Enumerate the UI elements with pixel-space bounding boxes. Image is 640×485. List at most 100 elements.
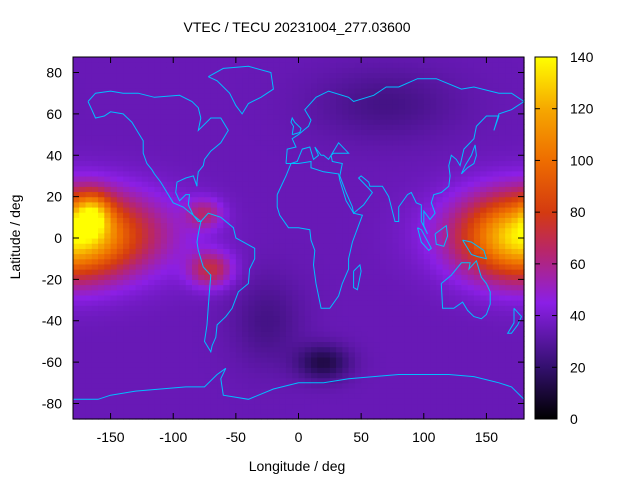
heatmap-cell [467, 315, 475, 322]
heatmap-cell [492, 274, 500, 280]
heatmap-cell [455, 144, 462, 151]
heatmap-cell [217, 398, 224, 405]
heatmap-cell [135, 165, 143, 172]
heatmap-cell [223, 331, 231, 337]
heatmap-cell [329, 253, 337, 260]
heatmap-cell [348, 320, 356, 327]
heatmap-cell [104, 82, 112, 89]
heatmap-cell [361, 232, 368, 239]
heatmap-cell [173, 227, 181, 234]
heatmap-cell [373, 269, 381, 275]
heatmap-cell [417, 305, 425, 311]
heatmap-cell [467, 362, 475, 368]
heatmap-cell [292, 77, 300, 84]
heatmap-cell [141, 258, 149, 265]
heatmap-cell [329, 134, 337, 141]
heatmap-cell [242, 372, 249, 379]
heatmap-cell [505, 88, 513, 94]
heatmap-cell [411, 269, 419, 275]
heatmap-cell [129, 243, 137, 249]
heatmap-cell [154, 377, 162, 384]
heatmap-cell [173, 325, 181, 332]
heatmap-cell [386, 279, 394, 286]
heatmap-cell [135, 336, 143, 343]
heatmap-cell [480, 362, 488, 368]
heatmap-cell [505, 77, 513, 84]
heatmap-cell [398, 243, 406, 249]
heatmap-cell [486, 212, 494, 218]
heatmap-cell [292, 144, 300, 151]
heatmap-cell [154, 222, 162, 229]
heatmap-cell [342, 336, 350, 343]
heatmap-cell [279, 212, 287, 218]
heatmap-cell [480, 165, 488, 172]
heatmap-cell [273, 222, 281, 229]
heatmap-cell [473, 331, 481, 337]
heatmap-cell [248, 170, 256, 177]
heatmap-cell [517, 356, 525, 363]
heatmap-cell [129, 150, 137, 156]
heatmap-cell [367, 279, 375, 286]
heatmap-cell [329, 217, 337, 224]
heatmap-cell [392, 232, 400, 239]
heatmap-cell [336, 398, 343, 405]
heatmap-cell [98, 108, 105, 115]
heatmap-cell [254, 279, 262, 286]
heatmap-cell [354, 367, 362, 374]
heatmap-cell [505, 367, 513, 374]
heatmap-cell [260, 222, 268, 229]
heatmap-cell [304, 398, 312, 405]
heatmap-cell [235, 336, 243, 343]
heatmap-cell [442, 336, 450, 343]
heatmap-cell [317, 269, 325, 275]
heatmap-cell [392, 160, 400, 167]
heatmap-cell [486, 263, 494, 270]
heatmap-cell [91, 62, 99, 68]
heatmap-cell [467, 82, 475, 89]
heatmap-cell [173, 263, 181, 270]
heatmap-cell [304, 196, 312, 203]
heatmap-cell [448, 367, 456, 374]
heatmap-cell [129, 269, 137, 275]
heatmap-cell [298, 398, 306, 405]
heatmap-cell [373, 144, 381, 151]
heatmap-cell [354, 372, 362, 379]
heatmap-cell [448, 263, 456, 270]
heatmap-cell [361, 191, 368, 198]
heatmap-cell [505, 155, 513, 162]
heatmap-cell [104, 155, 112, 162]
heatmap-cell [160, 269, 168, 275]
heatmap-cell [398, 274, 406, 280]
heatmap-cell [517, 305, 525, 311]
heatmap-cell [135, 150, 143, 156]
heatmap-cell [486, 165, 494, 172]
heatmap-cell [279, 181, 287, 187]
heatmap-cell [210, 150, 218, 156]
heatmap-cell [242, 93, 249, 99]
heatmap-cell [379, 57, 387, 63]
heatmap-cell [354, 160, 362, 167]
heatmap-cell [323, 351, 331, 358]
heatmap-cell [223, 77, 231, 84]
heatmap-cell [392, 320, 400, 327]
heatmap-cell [223, 289, 231, 296]
heatmap-cell [141, 212, 149, 218]
heatmap-cell [229, 393, 237, 399]
heatmap-cell [498, 377, 506, 384]
heatmap-cell [217, 413, 224, 420]
heatmap-cell [279, 393, 287, 399]
heatmap-cell [361, 62, 368, 68]
heatmap-cell [411, 170, 419, 177]
heatmap-cell [104, 398, 112, 405]
heatmap-cell [473, 341, 481, 348]
heatmap-cell [123, 372, 130, 379]
heatmap-cell [192, 82, 199, 89]
heatmap-cell [411, 300, 419, 306]
heatmap-cell [279, 201, 287, 208]
heatmap-cell [430, 108, 437, 115]
heatmap-cell [498, 113, 506, 120]
heatmap-cell [511, 269, 519, 275]
heatmap-cell [179, 103, 187, 110]
heatmap-cell [336, 346, 343, 353]
heatmap-cell [467, 341, 475, 348]
